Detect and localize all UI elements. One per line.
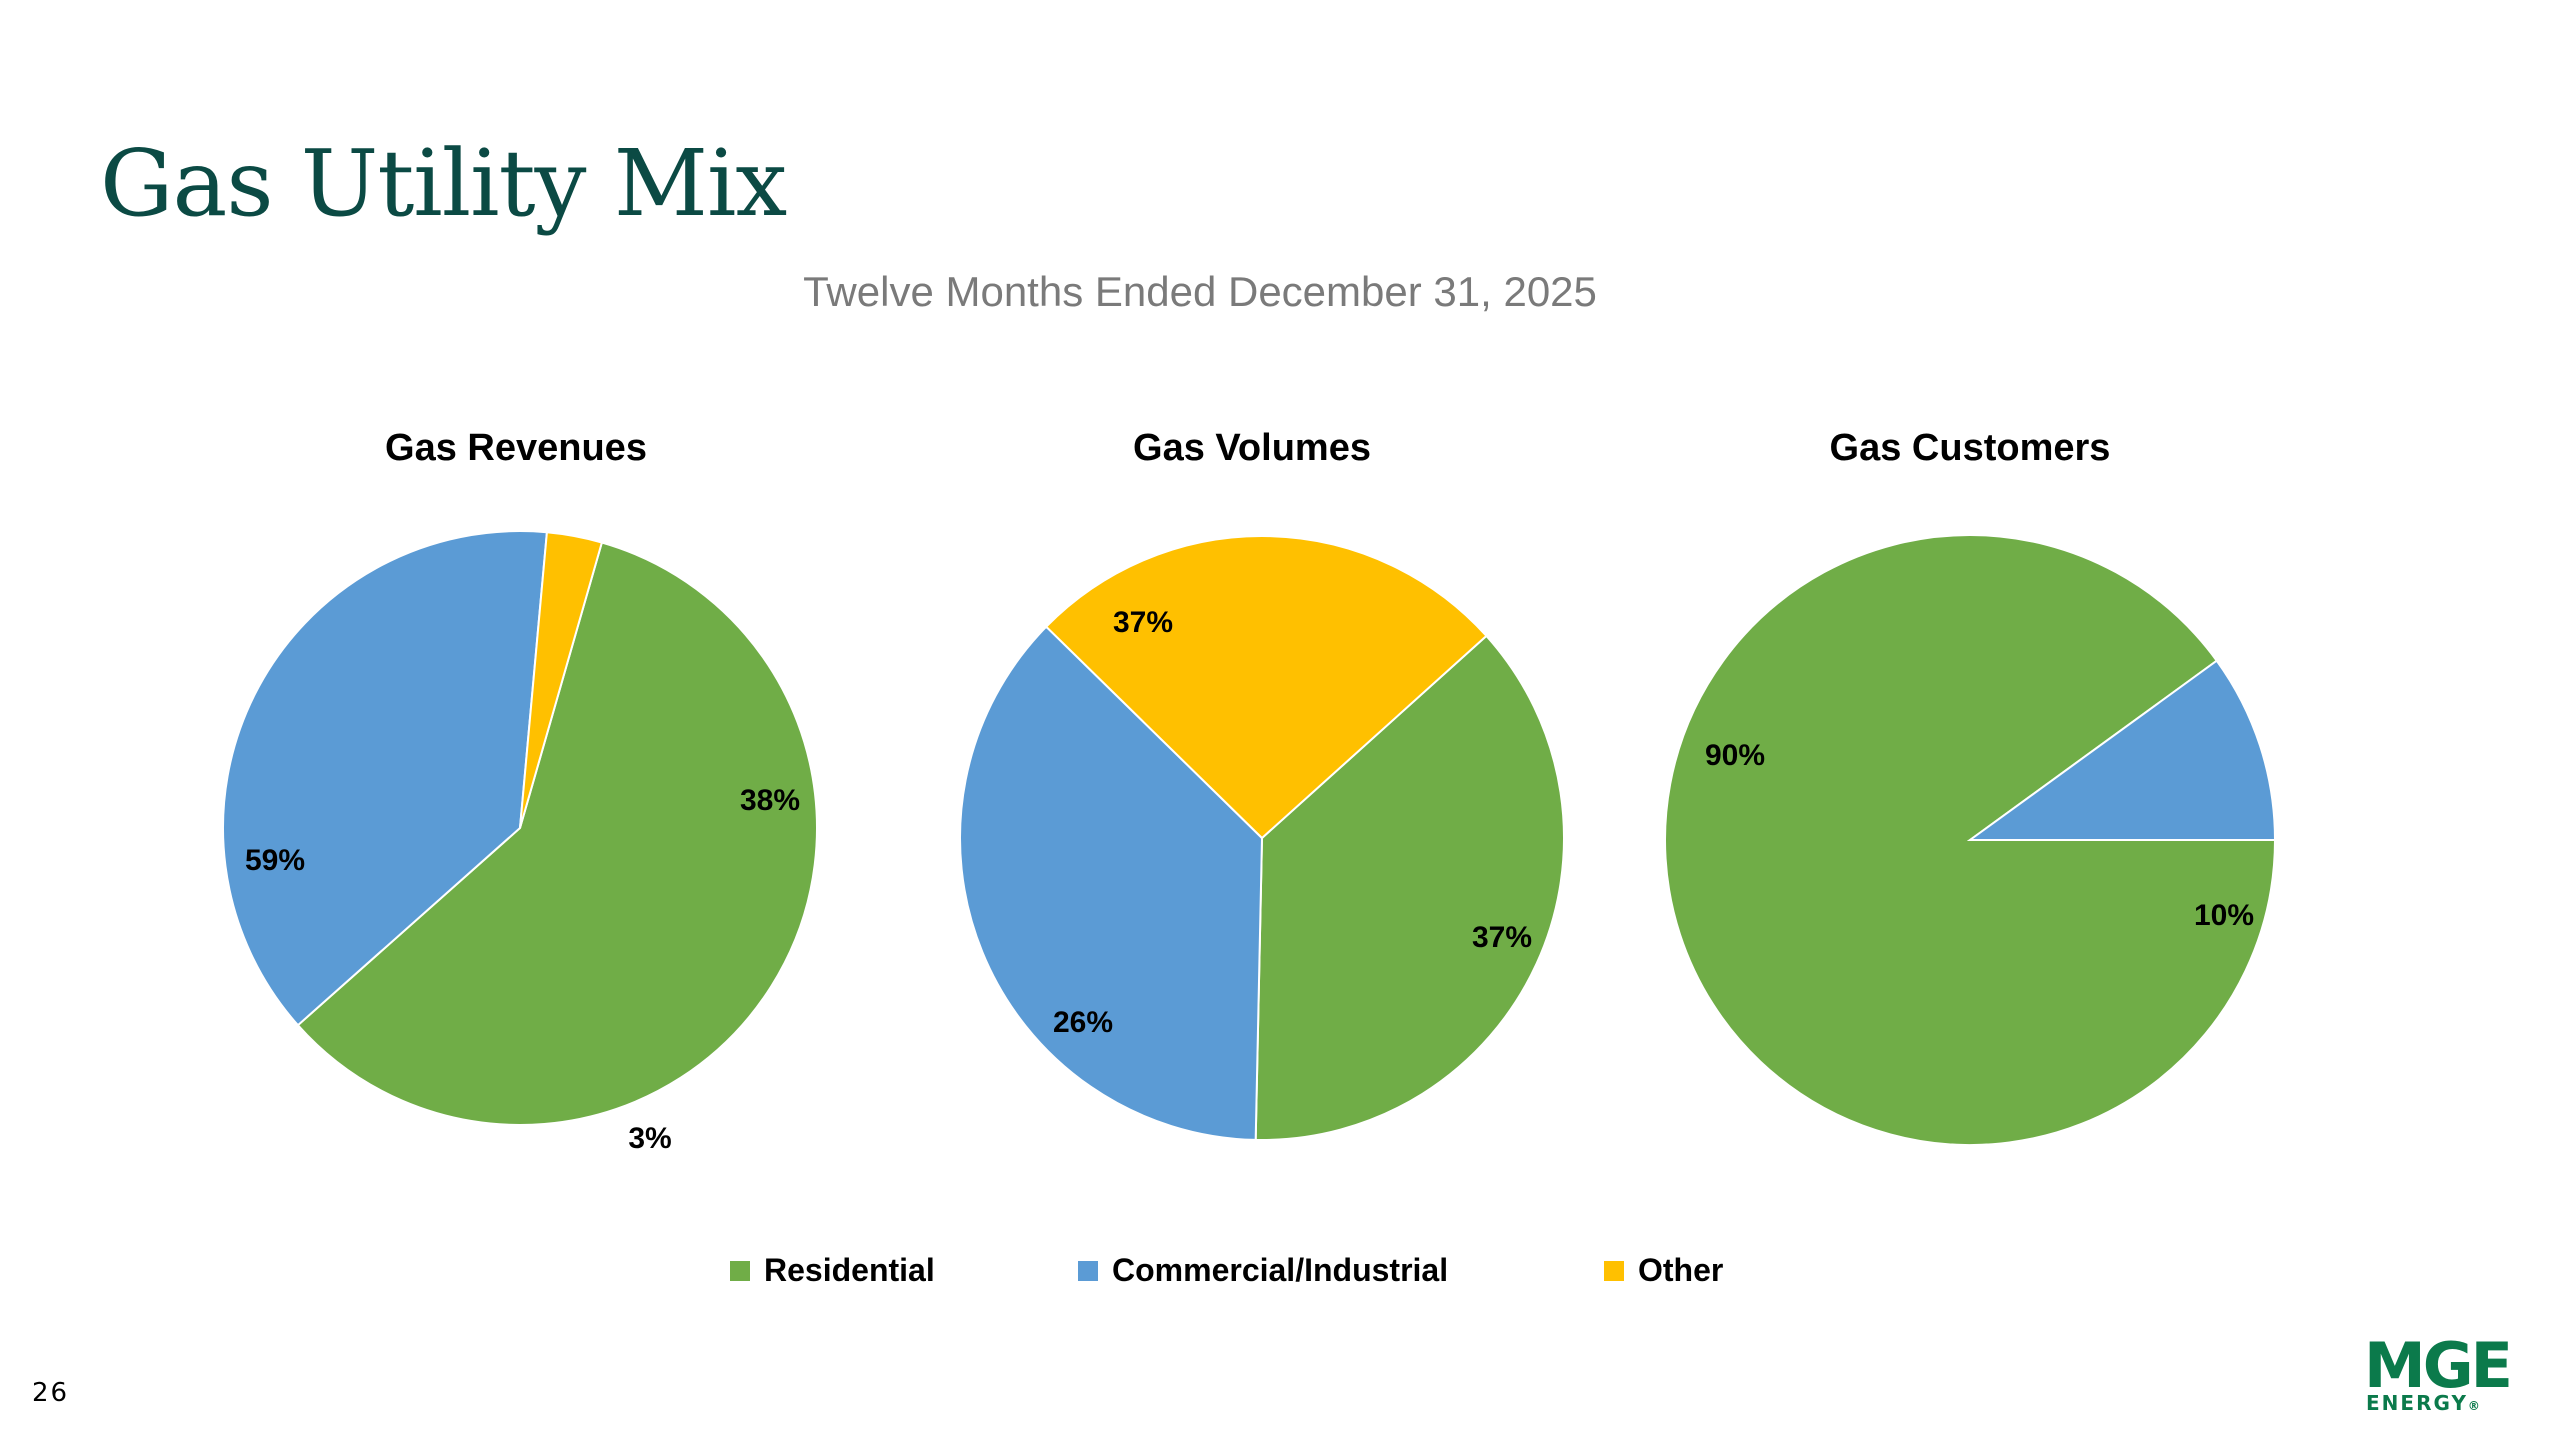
- chart-title: Gas Revenues: [385, 427, 647, 469]
- logo-subtext: ENERGY®: [2366, 1392, 2528, 1417]
- pie-slice-residential: [1254, 634, 1565, 1141]
- pie-slice-commercial-industrial: [959, 625, 1264, 1141]
- pie-slice-commercial-industrial: [1966, 659, 2277, 841]
- legend-item-other: Other: [1604, 1252, 1723, 1289]
- legend-label: Other: [1638, 1252, 1724, 1288]
- logo-subtext-word: ENERGY: [2366, 1391, 2468, 1415]
- data-label-other: 3%: [628, 1122, 671, 1155]
- chart-legend: Residential Commercial/Industrial Other: [0, 1252, 2560, 1296]
- pie-slice-other: [519, 531, 604, 829]
- mge-energy-logo: MGE ENERGY®: [2364, 1329, 2528, 1417]
- pie-chart-gas-revenues: Gas Revenues 59% 38% 3%: [222, 427, 818, 1155]
- data-label-residential: 37%: [1113, 606, 1173, 639]
- pie-slice-commercial-industrial: [222, 530, 549, 1027]
- legend-swatch-commercial-industrial: [1078, 1260, 1098, 1281]
- page-number: 26: [32, 1378, 70, 1408]
- logo-trademark: ®: [2467, 1399, 2482, 1413]
- legend-item-residential: Residential: [730, 1252, 935, 1289]
- legend-label: Residential: [764, 1252, 935, 1288]
- data-label-residential: 90%: [1705, 739, 1765, 772]
- chart-title: Gas Customers: [1830, 427, 2111, 469]
- page-subtitle: Twelve Months Ended December 31, 2025: [803, 268, 1597, 315]
- legend-swatch-residential: [730, 1260, 750, 1281]
- pie-slice-other: [1044, 535, 1488, 840]
- data-label-residential: 59%: [245, 844, 305, 877]
- chart-title: Gas Volumes: [1133, 427, 1371, 469]
- legend-item-commercial-industrial: Commercial/Industrial: [1078, 1252, 1448, 1289]
- data-label-commercial-industrial: 38%: [740, 784, 800, 817]
- logo-wordmark: MGE: [2364, 1329, 2513, 1402]
- legend-swatch-other: [1604, 1260, 1624, 1281]
- page-title: Gas Utility Mix: [100, 130, 787, 237]
- pie-slice-residential: [296, 541, 818, 1126]
- data-label-commercial-industrial: 37%: [1472, 921, 1532, 954]
- legend-label: Commercial/Industrial: [1112, 1252, 1449, 1288]
- data-label-other: 26%: [1053, 1006, 1113, 1039]
- pie-chart-gas-customers: Gas Customers 90% 10%: [1664, 427, 2277, 1146]
- pie-chart-gas-volumes: Gas Volumes 37% 37% 26%: [959, 427, 1565, 1141]
- data-label-commercial-industrial: 10%: [2194, 899, 2254, 932]
